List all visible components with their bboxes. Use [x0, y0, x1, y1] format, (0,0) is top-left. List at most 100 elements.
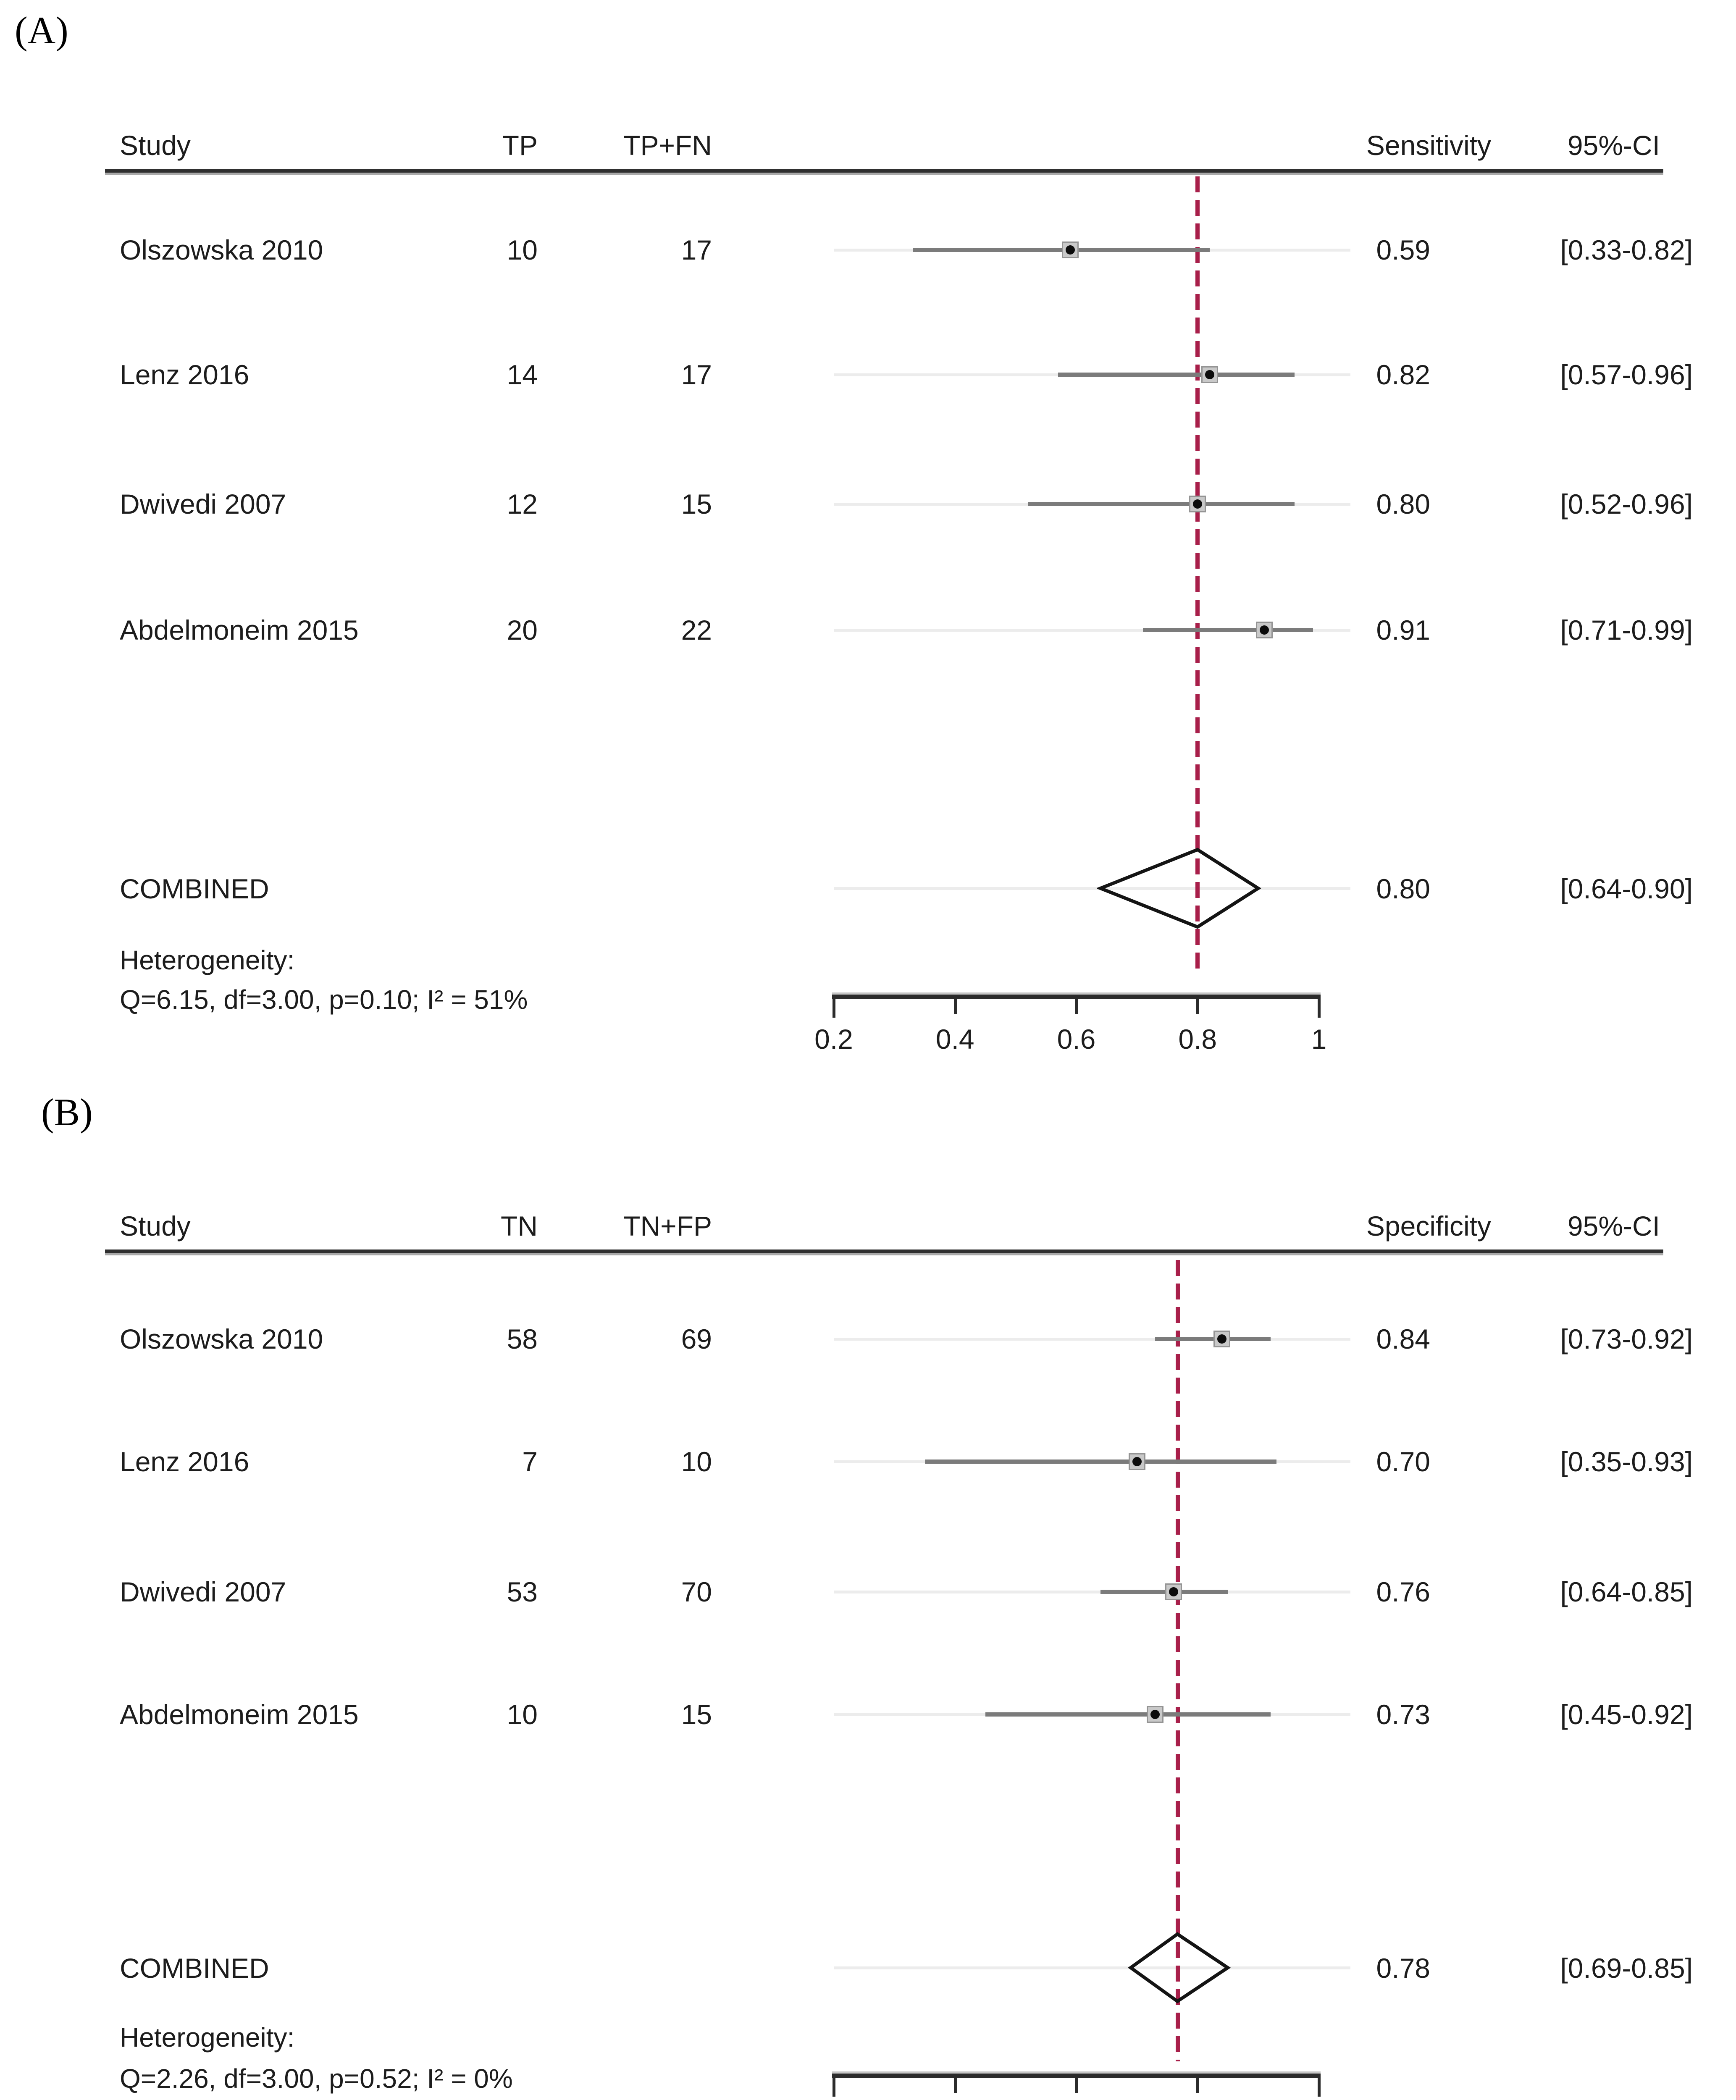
panel-label: (B) [41, 1091, 93, 1134]
estimate-value: 0.84 [1376, 1323, 1430, 1354]
estimate-value: 0.59 [1376, 234, 1430, 265]
combined-label: COMBINED [120, 873, 269, 904]
ci-bar [912, 248, 1210, 252]
ci-bar [1100, 1590, 1228, 1594]
point-marker-dot [1205, 370, 1215, 379]
combined-ci: [0.69-0.85] [1560, 1953, 1693, 1984]
col-header-study: Study [120, 130, 191, 161]
x-axis-halo [832, 2071, 1321, 2074]
count-value: 20 [507, 614, 538, 646]
ci-bar [1155, 1337, 1271, 1341]
study-name: Olszowska 2010 [120, 1323, 323, 1354]
row-guide-line [834, 1591, 1350, 1593]
count-total-value: 17 [681, 234, 712, 265]
estimate-value: 0.76 [1376, 1576, 1430, 1607]
heterogeneity-title: Heterogeneity: [120, 2022, 295, 2053]
x-axis-tick [1196, 2077, 1200, 2093]
ci-value: [0.33-0.82] [1560, 234, 1693, 265]
heterogeneity-detail: Q=6.15, df=3.00, p=0.10; I² = 51% [120, 984, 528, 1015]
count-total-value: 10 [681, 1446, 712, 1477]
count-total-value: 70 [681, 1576, 712, 1607]
count-total-value: 15 [681, 1699, 712, 1730]
col-header-study: Study [120, 1210, 191, 1242]
count-value: 7 [522, 1446, 538, 1477]
ci-bar [1058, 373, 1295, 377]
combined-label: COMBINED [120, 1953, 269, 1984]
study-name: Olszowska 2010 [120, 234, 323, 265]
x-axis-tick [833, 998, 835, 1018]
ci-value: [0.64-0.85] [1560, 1576, 1693, 1607]
count-total-value: 17 [681, 359, 712, 390]
ci-bar [924, 1460, 1276, 1464]
x-axis-tick [1318, 998, 1321, 1018]
count-value: 53 [507, 1576, 538, 1607]
estimate-value: 0.73 [1376, 1699, 1430, 1730]
panel-label: (A) [15, 9, 68, 52]
point-marker-dot [1169, 1587, 1178, 1596]
diamond-outline [1128, 1932, 1231, 2003]
col-header-tp-fn: TP+FN [623, 130, 712, 161]
col-header-tn-fp: TN+FP [623, 1210, 712, 1242]
x-axis-halo [832, 992, 1321, 995]
ci-value: [0.35-0.93] [1560, 1446, 1693, 1477]
ci-bar [1028, 502, 1295, 506]
point-marker-dot [1132, 1457, 1142, 1466]
x-axis-tick-label: 0.6 [1057, 1024, 1096, 1055]
point-marker-dot [1066, 245, 1075, 255]
x-axis-tick [1196, 998, 1200, 1014]
x-axis-tick-label: 0.4 [935, 1024, 974, 1055]
header-rule [105, 1250, 1663, 1253]
combined-diamond [1097, 848, 1262, 929]
x-axis-tick [833, 2077, 835, 2097]
col-header-tn: TN [501, 1210, 538, 1242]
combined-estimate: 0.80 [1376, 873, 1430, 904]
count-value: 10 [507, 234, 538, 265]
count-value: 12 [507, 488, 538, 520]
combined-estimate: 0.78 [1376, 1953, 1430, 1984]
study-name: Lenz 2016 [120, 1446, 250, 1477]
count-total-value: 15 [681, 488, 712, 520]
study-name: Lenz 2016 [120, 359, 250, 390]
x-axis-tick [1075, 998, 1078, 1014]
ci-value: [0.71-0.99] [1560, 614, 1693, 646]
header-rule-shadow [105, 1253, 1663, 1255]
col-header-ci: 95%-CI [1567, 130, 1660, 161]
x-axis-line [832, 995, 1321, 999]
ci-bar [1143, 628, 1313, 632]
row-guide-line [834, 1966, 1350, 1969]
combined-ci: [0.64-0.90] [1560, 873, 1693, 904]
combined-diamond [1128, 1932, 1231, 2003]
study-name: Dwivedi 2007 [120, 1576, 286, 1607]
col-header-ci: 95%-CI [1567, 1210, 1660, 1242]
x-axis-tick-label: 0.8 [1178, 1024, 1217, 1055]
estimate-value: 0.91 [1376, 614, 1430, 646]
study-name: Dwivedi 2007 [120, 488, 286, 520]
x-axis-line [832, 2074, 1321, 2078]
point-marker-square [1147, 1706, 1164, 1723]
count-total-value: 22 [681, 614, 712, 646]
ci-value: [0.57-0.96] [1560, 359, 1693, 390]
col-header-tp: TP [502, 130, 538, 161]
row-guide-line [834, 887, 1350, 890]
estimate-value: 0.70 [1376, 1446, 1430, 1477]
x-axis-tick-label: 1 [1311, 1024, 1327, 1055]
x-axis-tick [953, 998, 957, 1014]
point-marker-dot [1193, 499, 1203, 509]
x-axis-tick [1318, 2077, 1321, 2097]
reference-dashed-line [1175, 1260, 1180, 2061]
diamond-outline [1097, 848, 1262, 929]
x-axis-tick [1075, 2077, 1078, 2093]
ci-value: [0.52-0.96] [1560, 488, 1693, 520]
study-name: Abdelmoneim 2015 [120, 1699, 359, 1730]
point-marker-dot [1217, 1334, 1226, 1344]
count-value: 58 [507, 1323, 538, 1354]
x-axis-tick [953, 2077, 957, 2093]
heterogeneity-detail: Q=2.26, df=3.00, p=0.52; I² = 0% [120, 2063, 513, 2094]
study-name: Abdelmoneim 2015 [120, 614, 359, 646]
header-rule [105, 169, 1663, 173]
header-rule-shadow [105, 173, 1663, 175]
col-header-specificity: Specificity [1366, 1210, 1491, 1242]
point-marker-dot [1260, 625, 1269, 635]
reference-dashed-line [1195, 176, 1200, 974]
